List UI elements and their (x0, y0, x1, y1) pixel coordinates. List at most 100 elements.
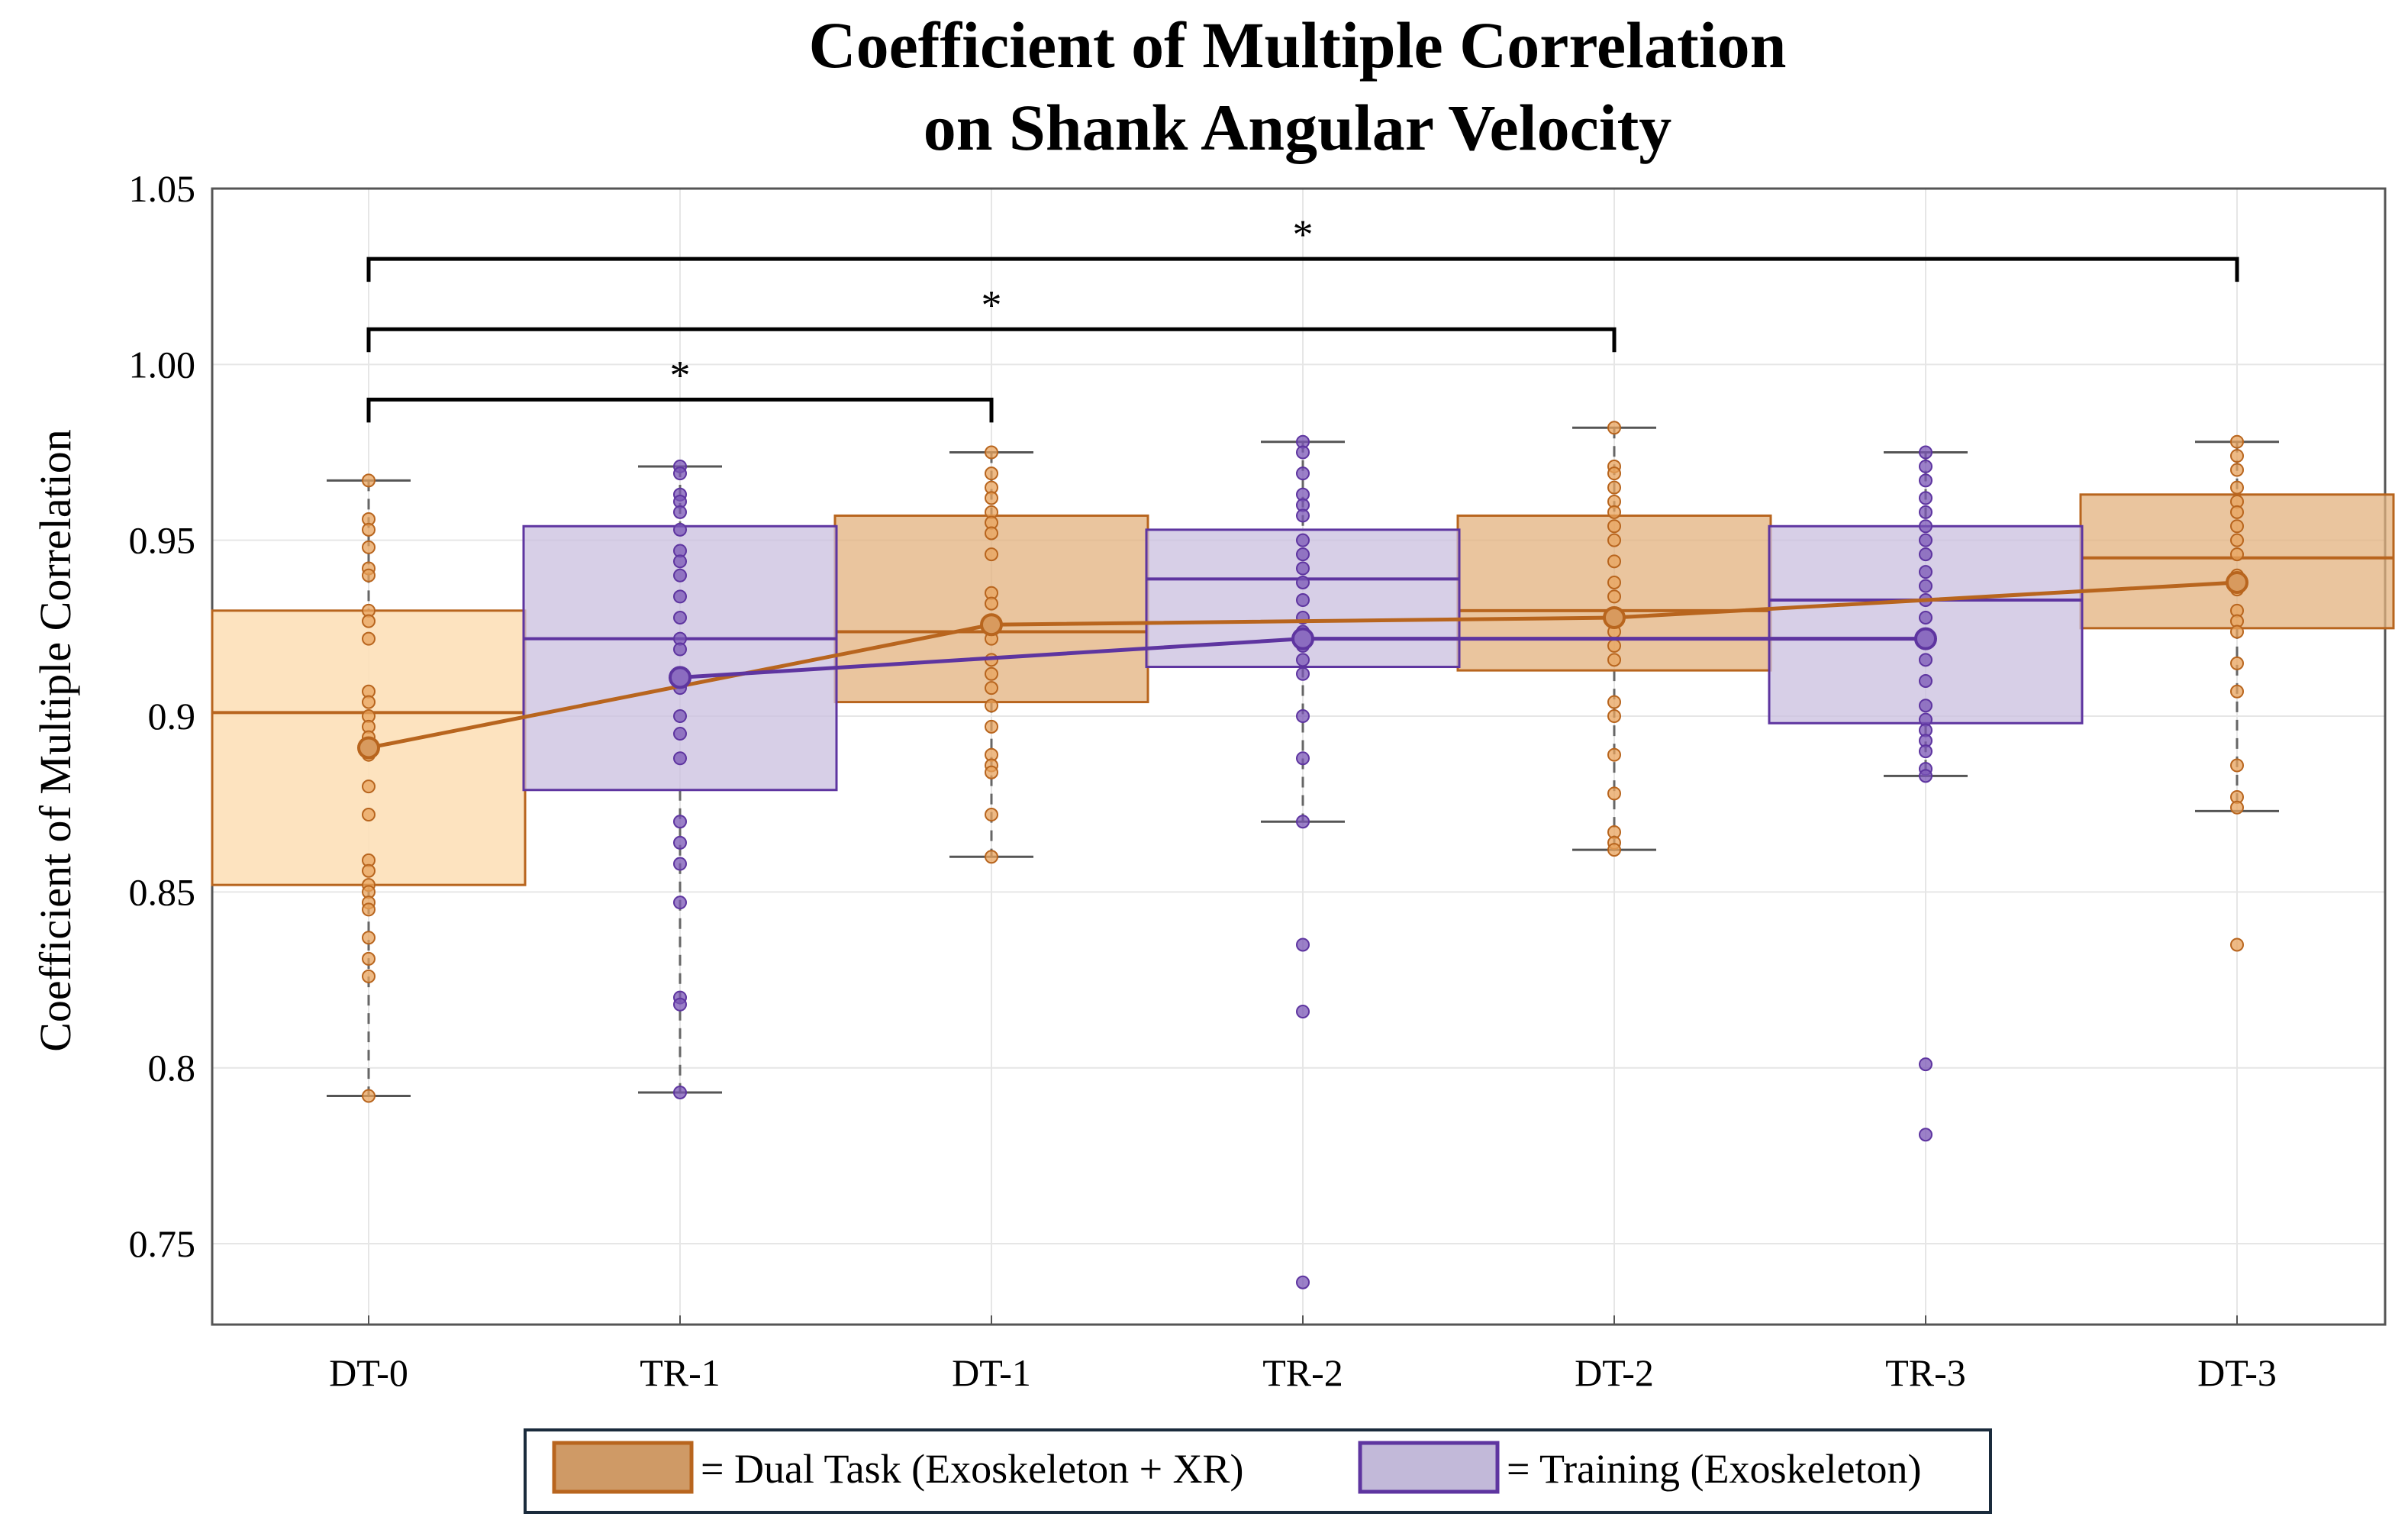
x-tick-label: TR-3 (1885, 1351, 1966, 1394)
significance-star: * (670, 352, 691, 398)
data-point (2230, 800, 2244, 815)
data-point (1296, 466, 1310, 481)
data-point (1607, 638, 1621, 653)
chart-title-line-2: on Shank Angular Velocity (924, 91, 1672, 164)
data-point (985, 765, 998, 779)
data-point (2230, 463, 2244, 477)
data-point (2230, 449, 2244, 463)
legend-frame (524, 1428, 1992, 1514)
data-point (985, 445, 998, 460)
legend: = Dual Task (Exoskeleton + XR) = Trainin… (524, 1428, 1992, 1514)
data-point (362, 540, 376, 554)
data-point (1919, 769, 1933, 783)
data-point (985, 699, 998, 713)
data-point (1607, 480, 1621, 495)
data-point (1919, 565, 1933, 579)
data-point (1296, 751, 1310, 766)
data-point (673, 505, 687, 519)
data-point (1296, 653, 1310, 667)
data-point (1919, 519, 1933, 534)
mean-marker (357, 736, 380, 760)
data-point (362, 568, 376, 583)
data-point (362, 779, 376, 794)
y-tick-label: 0.75 (129, 1222, 196, 1265)
chart-title-line-1: Coefficient of Multiple Correlation (809, 8, 1787, 82)
data-point (1607, 505, 1621, 519)
data-point (673, 727, 687, 741)
data-point (362, 863, 376, 878)
data-point (362, 902, 376, 917)
data-point (673, 589, 687, 604)
data-point (673, 857, 687, 871)
data-point (1919, 473, 1933, 488)
significance-bracket (366, 397, 994, 423)
y-tick-label: 1.05 (129, 167, 196, 210)
data-point (1919, 1128, 1933, 1142)
mean-marker (1291, 627, 1314, 650)
y-tick-label: 0.9 (148, 695, 196, 737)
data-point (362, 931, 376, 945)
data-point (1296, 666, 1310, 681)
data-point (362, 808, 376, 822)
data-point (2230, 758, 2244, 773)
mean-marker (2226, 570, 2248, 594)
data-point (1919, 533, 1933, 547)
data-point (1607, 554, 1621, 569)
y-tick-label: 0.95 (129, 519, 196, 562)
mean-marker (1914, 627, 1937, 650)
data-point (673, 709, 687, 724)
y-tick-label: 1.00 (129, 343, 196, 386)
data-point (1607, 575, 1621, 589)
data-point (673, 815, 687, 829)
data-point (1296, 445, 1310, 460)
data-point (2230, 480, 2244, 495)
data-point (1296, 1004, 1310, 1018)
data-point (1919, 579, 1933, 593)
data-point (1919, 445, 1933, 460)
x-tick-label: TR-1 (640, 1351, 720, 1394)
data-point (1607, 421, 1621, 435)
significance-bracket (366, 327, 1617, 353)
data-point (673, 466, 687, 481)
data-point (2230, 519, 2244, 534)
x-tick-label: DT-2 (1575, 1351, 1654, 1394)
data-point (985, 681, 998, 695)
data-point (2230, 505, 2244, 519)
data-point (1296, 592, 1310, 607)
data-point (673, 835, 687, 850)
data-point (985, 491, 998, 505)
data-point (2230, 533, 2244, 547)
data-point (1607, 843, 1621, 857)
data-point (985, 850, 998, 864)
data-point (1919, 744, 1933, 759)
data-point (1919, 699, 1933, 713)
data-point (362, 614, 376, 628)
data-point (1607, 709, 1621, 724)
data-point (985, 719, 998, 734)
data-point (673, 997, 687, 1012)
data-point (362, 473, 376, 488)
data-point (2230, 547, 2244, 562)
data-point (673, 1085, 687, 1099)
data-point (1919, 459, 1933, 473)
data-point (1607, 533, 1621, 547)
data-point (1296, 709, 1310, 724)
data-point (1296, 508, 1310, 523)
data-point (1296, 547, 1310, 562)
data-point (673, 642, 687, 657)
mean-marker (669, 666, 691, 689)
data-point (2230, 938, 2244, 952)
significance-bracket (366, 257, 2239, 282)
x-tick-label: TR-2 (1262, 1351, 1343, 1394)
data-point (673, 896, 687, 910)
x-tick-label: DT-3 (2197, 1351, 2277, 1394)
data-point (1296, 575, 1310, 589)
data-point (1296, 815, 1310, 829)
data-point (362, 969, 376, 983)
data-point (985, 547, 998, 562)
data-point (1919, 1057, 1933, 1072)
x-tick-label: DT-1 (952, 1351, 1031, 1394)
data-point (1607, 695, 1621, 709)
data-point (673, 554, 687, 569)
